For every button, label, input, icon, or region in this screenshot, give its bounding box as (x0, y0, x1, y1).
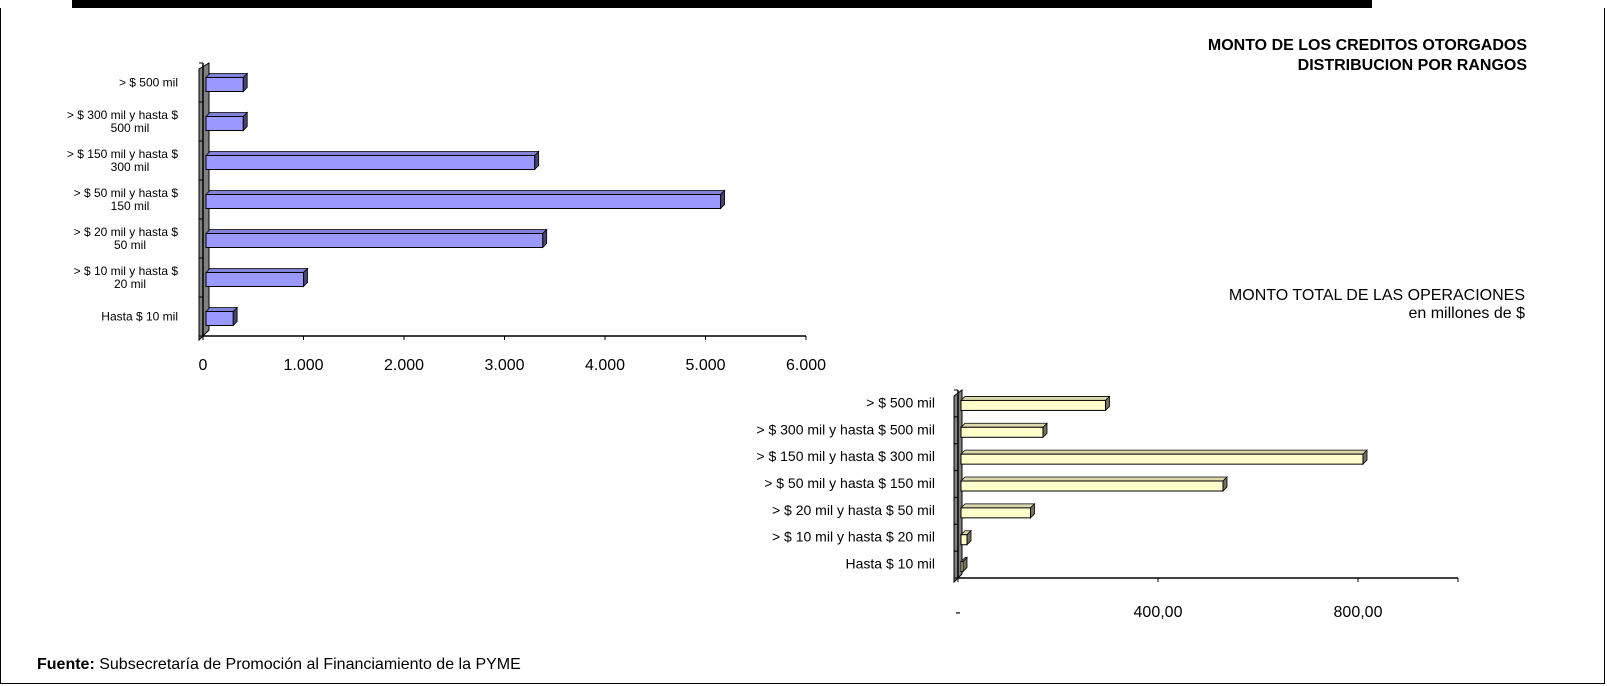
chart2-x-tick-label: 800,00 (1334, 604, 1383, 621)
chart1-wall (198, 62, 210, 342)
chart1-category-label: 20 mil (114, 277, 146, 291)
chart1-x-tick-label: 6.000 (786, 357, 826, 374)
chart1-category-label: 300 mil (111, 160, 150, 174)
chart1-x-tick-label: 3.000 (484, 357, 524, 374)
chart1-bar (205, 233, 544, 248)
chart2-title-line2: en millones de $ (1408, 305, 1525, 322)
chart1-bar (205, 116, 244, 131)
chart2-category-label: Hasta $ 10 mil (846, 556, 935, 572)
chart2-category-label: > $ 150 mil y hasta $ 300 mil (756, 448, 935, 464)
chart1-bar (205, 272, 304, 287)
chart2-bar (960, 534, 968, 546)
chart2-bar-top (960, 396, 1111, 401)
chart2-title: MONTO TOTAL DE LAS OPERACIONES en millon… (825, 287, 1525, 323)
chart2-bar (960, 399, 1106, 411)
chart2-category-label: > $ 500 mil (866, 394, 935, 410)
chart2-category-label: > $ 10 mil y hasta $ 20 mil (772, 529, 935, 545)
chart1-bar (205, 311, 234, 326)
chart2-bar (960, 426, 1044, 438)
source-text: Subsecretaría de Promoción al Financiami… (99, 656, 521, 673)
chart2-bar-top (960, 422, 1048, 428)
chart1-category-label: > $ 10 mil y hasta $ (74, 264, 179, 278)
chart1-category-label: 150 mil (111, 199, 150, 213)
chart1-category-label: 50 mil (114, 238, 146, 252)
chart1-category-label: > $ 150 mil y hasta $ (67, 147, 178, 161)
source-label: Fuente: (37, 656, 95, 673)
chart1-x-tick-label: 4.000 (585, 357, 625, 374)
chart1-bar (205, 194, 722, 209)
chart1-bar (205, 155, 536, 170)
chart2-bar (960, 561, 964, 573)
chart1-x-tick-label: 1.000 (283, 357, 323, 374)
chart1-category-label: > $ 300 mil y hasta $ (67, 108, 178, 122)
chart1-category-label: > $ 500 mil (119, 76, 178, 90)
chart2-bar-top (960, 476, 1228, 482)
chart1-category-label: Hasta $ 10 mil (101, 310, 178, 324)
chart1-x-tick-label: 5.000 (685, 357, 725, 374)
chart2-bar-top (960, 503, 1036, 509)
chart2-category-label: > $ 300 mil y hasta $ 500 mil (756, 421, 935, 437)
chart2-bar-top (960, 449, 1368, 455)
chart1-category-label: > $ 50 mil y hasta $ (74, 186, 179, 200)
chart1-title-line1: MONTO DE LOS CREDITOS OTORGADOS (1207, 37, 1527, 54)
chart2-x-tick-label: 400,00 (1134, 604, 1183, 621)
chart-frame (0, 8, 1605, 684)
chart2-bar (960, 453, 1364, 465)
chart1-title: MONTO DE LOS CREDITOS OTORGADOS DISTRIBU… (927, 36, 1527, 76)
chart1-category-label: > $ 20 mil y hasta $ (74, 225, 179, 239)
chart2-category-label: > $ 20 mil y hasta $ 50 mil (772, 502, 935, 518)
chart2-x-tick-label: - (955, 604, 960, 621)
chart1-category-label: 500 mil (111, 121, 150, 135)
chart2-category-label: > $ 50 mil y hasta $ 150 mil (764, 475, 935, 491)
top-border-bar (72, 0, 1372, 8)
chart1-bar (205, 77, 244, 92)
chart1-title-line2: DISTRIBUCION POR RANGOS (1297, 57, 1527, 74)
chart2-title-line1: MONTO TOTAL DE LAS OPERACIONES (1228, 287, 1525, 304)
chart2-bar (960, 480, 1224, 492)
chart1-x-tick-label: 2.000 (384, 357, 424, 374)
chart1-x-tick-label: 0 (199, 357, 208, 374)
source-note: Fuente: Subsecretaría de Promoción al Fi… (37, 656, 521, 674)
chart2-bar (960, 507, 1031, 519)
